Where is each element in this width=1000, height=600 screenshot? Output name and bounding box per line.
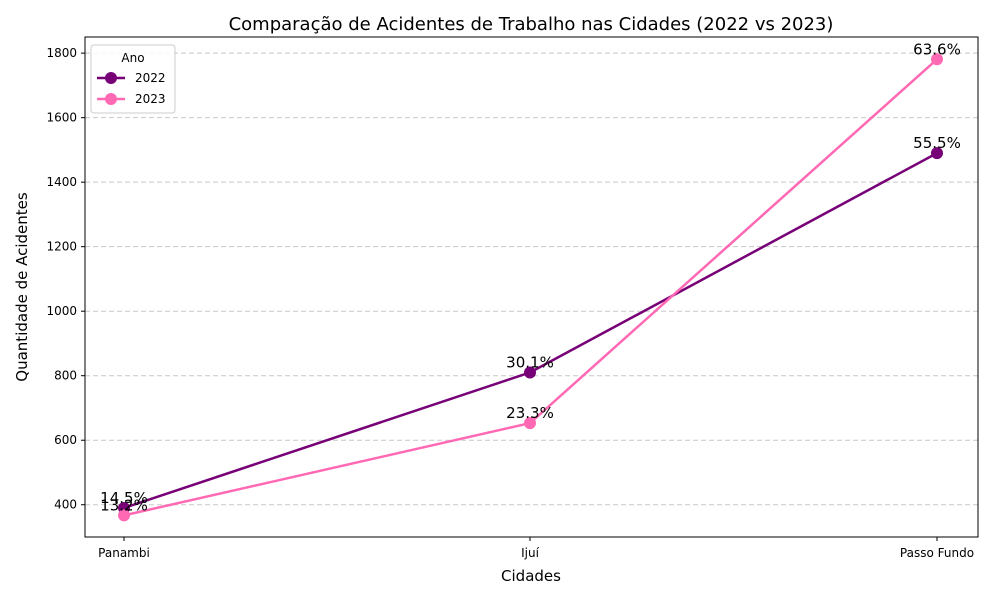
legend-marker-2022 bbox=[105, 72, 117, 84]
grid-lines bbox=[85, 52, 978, 506]
legend: Ano 2022 2023 bbox=[90, 44, 176, 114]
series-points bbox=[118, 53, 943, 522]
legend-label-2023: 2023 bbox=[135, 92, 166, 106]
y-tick-label: 400 bbox=[54, 498, 77, 512]
y-tick-label: 600 bbox=[54, 433, 77, 447]
plot-frame bbox=[84, 36, 979, 538]
y-tick-label: 1400 bbox=[46, 175, 77, 189]
data-label-2023: 13.2% bbox=[100, 496, 148, 514]
data-label-2023: 23.3% bbox=[506, 404, 554, 422]
x-tick-label: Panambi bbox=[98, 546, 150, 560]
y-axis-ticks: 400 600 800 1000 1200 1400 1600 1800 bbox=[46, 46, 85, 512]
data-labels: 14.5% 30.1% 55.5% 13.2% 23.3% 63.6% bbox=[100, 40, 961, 514]
data-label-2022: 14.5% bbox=[100, 489, 148, 507]
legend-marker-2023 bbox=[105, 93, 117, 105]
data-point-2023 bbox=[524, 417, 536, 430]
series-lines bbox=[123, 58, 938, 517]
x-axis-ticks: Panambi Ijuí Passo Fundo bbox=[98, 537, 974, 560]
legend-title: Ano bbox=[121, 51, 144, 65]
data-point-2022 bbox=[524, 366, 536, 379]
x-tick-label: Passo Fundo bbox=[900, 546, 974, 560]
chart-title: Comparação de Acidentes de Trabalho nas … bbox=[229, 14, 834, 35]
y-tick-label: 1600 bbox=[46, 111, 77, 125]
x-tick-label: Ijuí bbox=[521, 546, 539, 560]
series-line-2023 bbox=[123, 58, 938, 517]
data-point-2022 bbox=[931, 147, 943, 160]
series-line-2022 bbox=[123, 152, 938, 510]
y-tick-label: 1800 bbox=[46, 46, 77, 60]
y-tick-label: 1000 bbox=[46, 304, 77, 318]
y-axis-title: Quantidade de Acidentes bbox=[13, 192, 31, 382]
data-label-2022: 30.1% bbox=[506, 353, 554, 371]
data-label-2023: 63.6% bbox=[913, 40, 961, 58]
y-tick-label: 1200 bbox=[46, 240, 77, 254]
x-axis-title: Cidades bbox=[501, 567, 561, 585]
data-label-2022: 55.5% bbox=[913, 134, 961, 152]
y-tick-label: 800 bbox=[54, 369, 77, 383]
legend-label-2022: 2022 bbox=[135, 71, 166, 85]
data-point-2023 bbox=[931, 53, 943, 66]
data-point-2023 bbox=[118, 509, 130, 522]
